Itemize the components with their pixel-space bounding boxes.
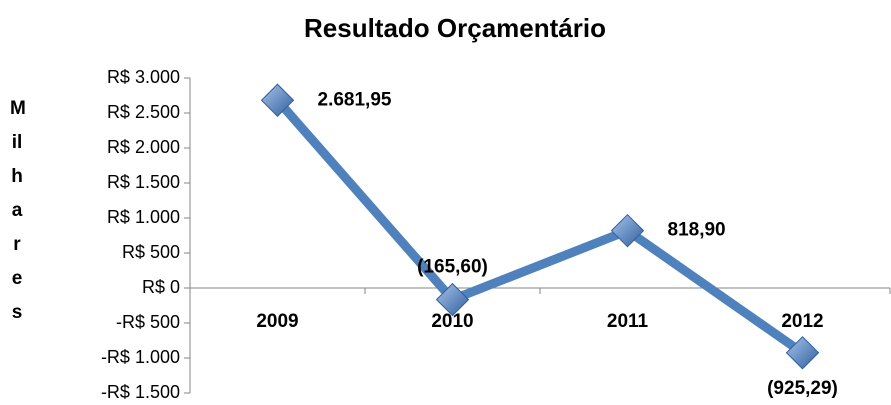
marker xyxy=(435,282,470,317)
x-tick-label: 2009 xyxy=(256,311,298,332)
data-label: (925,29) xyxy=(767,378,838,399)
y-tick-label: R$ 3.000 xyxy=(107,67,180,87)
marker xyxy=(260,83,295,117)
y-tick-label: -R$ 1.000 xyxy=(101,347,180,367)
y-tick-label: R$ 2.500 xyxy=(107,102,180,122)
marker xyxy=(610,213,645,248)
y-tick-label: -R$ 500 xyxy=(116,312,180,332)
data-label: 818,90 xyxy=(668,220,726,241)
chart-title: Resultado Orçamentário xyxy=(304,13,606,43)
data-label: (165,60) xyxy=(417,257,488,278)
y-tick-label: R$ 1.500 xyxy=(107,172,180,192)
y-tick-label: R$ 1.000 xyxy=(107,207,180,227)
data-label: 2.681,95 xyxy=(318,89,392,110)
line xyxy=(274,97,806,357)
marker xyxy=(785,336,820,370)
x-tick-label: 2010 xyxy=(431,311,473,332)
y-tick-label: R$ 2.000 xyxy=(107,137,180,157)
y-axis-label: Milhares xyxy=(10,98,26,323)
x-tick-label: 2011 xyxy=(607,311,649,332)
y-tick-label: -R$ 1.500 xyxy=(101,382,180,402)
y-tick-label: R$ 0 xyxy=(142,277,180,297)
x-tick-label: 2012 xyxy=(781,311,823,332)
y-tick-label: R$ 500 xyxy=(122,242,180,262)
